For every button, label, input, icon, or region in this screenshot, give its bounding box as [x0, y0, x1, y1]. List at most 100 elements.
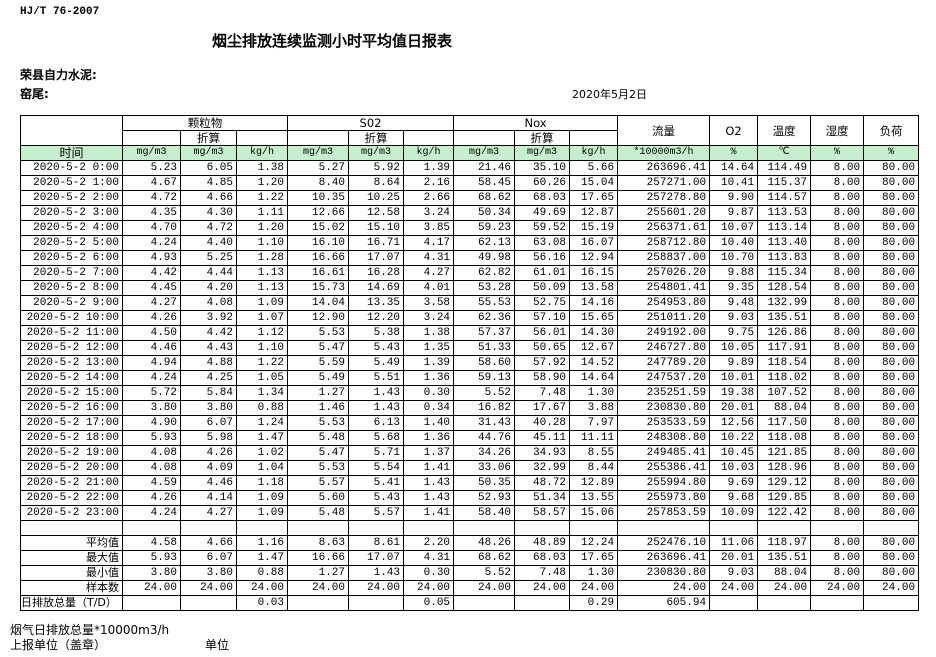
- data-row: 2020-5-2 17:00 4.90 6.07 1.24 5.53 6.13 1.40 31…: [20, 415, 920, 431]
- cell: 8.00: [810, 160, 865, 176]
- cell: 2020-5-2 20:00: [20, 460, 123, 476]
- cell: 4.08: [180, 295, 237, 311]
- cell: 58.45: [453, 175, 516, 191]
- cell: 7.97: [569, 415, 619, 431]
- cell: 35.10: [514, 160, 571, 176]
- summary-row: 平均值 4.58 4.66 1.16 8.63 8.61 2.20 48.26 48.89 12.…: [20, 535, 920, 551]
- cell: 1.24: [235, 415, 289, 431]
- cell: 1.47: [235, 430, 289, 446]
- cell: 2020-5-2 22:00: [20, 490, 123, 506]
- summary-row: 最大值 5.93 6.07 1.47 16.66 17.07 4.31 68.62 68.03 1…: [20, 550, 920, 566]
- cell: 4.25: [180, 370, 237, 386]
- cell: 4.09: [180, 460, 237, 476]
- data-row: 2020-5-2 4:00 4.70 4.72 1.20 15.02 15.10 3.85 5…: [20, 220, 920, 236]
- cell: 折算: [514, 130, 571, 146]
- cell: 5.38: [348, 325, 405, 341]
- cell: 9.03: [709, 310, 759, 326]
- cell: kg/h: [403, 145, 455, 161]
- cell: 8.00: [810, 370, 865, 386]
- cell: 2020-5-2 2:00: [20, 190, 123, 206]
- cell: 1.02: [235, 445, 289, 461]
- empty-cell: [453, 520, 516, 536]
- cell: 249192.00: [617, 325, 711, 341]
- cell: 2020-5-2 4:00: [20, 220, 123, 236]
- cell: 8.00: [810, 430, 865, 446]
- cell: 5.47: [287, 445, 350, 461]
- cell: 44.76: [453, 430, 516, 446]
- cell: 51.33: [453, 340, 516, 356]
- cell: 230830.80: [617, 400, 711, 416]
- data-row: 2020-5-2 14:00 4.24 4.25 1.05 5.49 5.51 1.36 59…: [20, 370, 920, 386]
- cell: 4.43: [180, 340, 237, 356]
- cell: 56.01: [514, 325, 571, 341]
- cell: 8.00: [810, 280, 865, 296]
- cell: 1.09: [235, 295, 289, 311]
- cell: 15.10: [348, 220, 405, 236]
- cell: 1.41: [403, 505, 455, 521]
- cell: 8.55: [569, 445, 619, 461]
- cell: 16.07: [569, 235, 619, 251]
- cell: 3.24: [403, 310, 455, 326]
- cell: 4.17: [403, 235, 455, 251]
- cell: 249485.41: [617, 445, 711, 461]
- cell: 256371.61: [617, 220, 711, 236]
- cell: 湿度: [810, 115, 865, 146]
- cell: 5.59: [287, 355, 350, 371]
- empty-cell: [453, 130, 516, 146]
- cell: 1.30: [569, 385, 619, 401]
- data-row: 2020-5-2 2:00 4.72 4.66 1.22 10.35 10.25 2.66 6…: [20, 190, 920, 206]
- cell: 132.99: [757, 295, 812, 311]
- cell: 68.62: [453, 190, 516, 206]
- cell: 10.35: [287, 190, 350, 206]
- cell: 1.16: [235, 535, 289, 551]
- cell: 258837.00: [617, 250, 711, 266]
- cell: 15.19: [569, 220, 619, 236]
- cell: 248308.80: [617, 430, 711, 446]
- empty-cell: [20, 520, 123, 536]
- cell: 19.38: [709, 385, 759, 401]
- cell: 4.88: [180, 355, 237, 371]
- cell: 31.43: [453, 415, 516, 431]
- cell: 80.00: [863, 265, 920, 281]
- cell: 2020-5-2 8:00: [20, 280, 123, 296]
- data-row: 2020-5-2 23:00 4.24 4.27 1.09 5.48 5.57 1.41 58…: [20, 505, 920, 521]
- cell: 时间: [20, 145, 123, 161]
- cell: 最小值: [20, 565, 123, 581]
- company: 荣县自力水泥:: [20, 68, 97, 82]
- cell: 3.58: [403, 295, 455, 311]
- cell: 8.00: [810, 460, 865, 476]
- cell: 3.80: [122, 565, 181, 581]
- cell: 80.00: [863, 370, 920, 386]
- empty-cell: [235, 130, 289, 146]
- cell: 2.66: [403, 190, 455, 206]
- cell: 122.42: [757, 505, 812, 521]
- empty-cell: [122, 595, 181, 611]
- cell: 1.07: [235, 310, 289, 326]
- cell: 80.00: [863, 385, 920, 401]
- empty-cell: [709, 595, 759, 611]
- cell: 4.85: [180, 175, 237, 191]
- cell: Nox: [453, 115, 619, 131]
- blank-row: [20, 520, 920, 536]
- cell: 5.49: [348, 355, 405, 371]
- cell: 114.57: [757, 190, 812, 206]
- cell: 4.72: [180, 220, 237, 236]
- data-row: 2020-5-2 18:00 5.93 5.98 1.47 5.48 5.68 1.36 44…: [20, 430, 920, 446]
- cell: 24.00: [863, 580, 920, 596]
- cell: 24.00: [514, 580, 571, 596]
- cell: 4.42: [122, 265, 181, 281]
- cell: 5.57: [348, 505, 405, 521]
- cell: 117.50: [757, 415, 812, 431]
- cell: 1.43: [403, 475, 455, 491]
- cell: 263696.41: [617, 550, 711, 566]
- cell: 129.85: [757, 490, 812, 506]
- cell: mg/m3: [514, 145, 571, 161]
- cell: 4.26: [180, 445, 237, 461]
- cell: 68.03: [514, 550, 571, 566]
- cell: 115.34: [757, 265, 812, 281]
- cell: 9.87: [709, 205, 759, 221]
- cell: 59.23: [453, 220, 516, 236]
- cell: 52.75: [514, 295, 571, 311]
- cell: 135.51: [757, 310, 812, 326]
